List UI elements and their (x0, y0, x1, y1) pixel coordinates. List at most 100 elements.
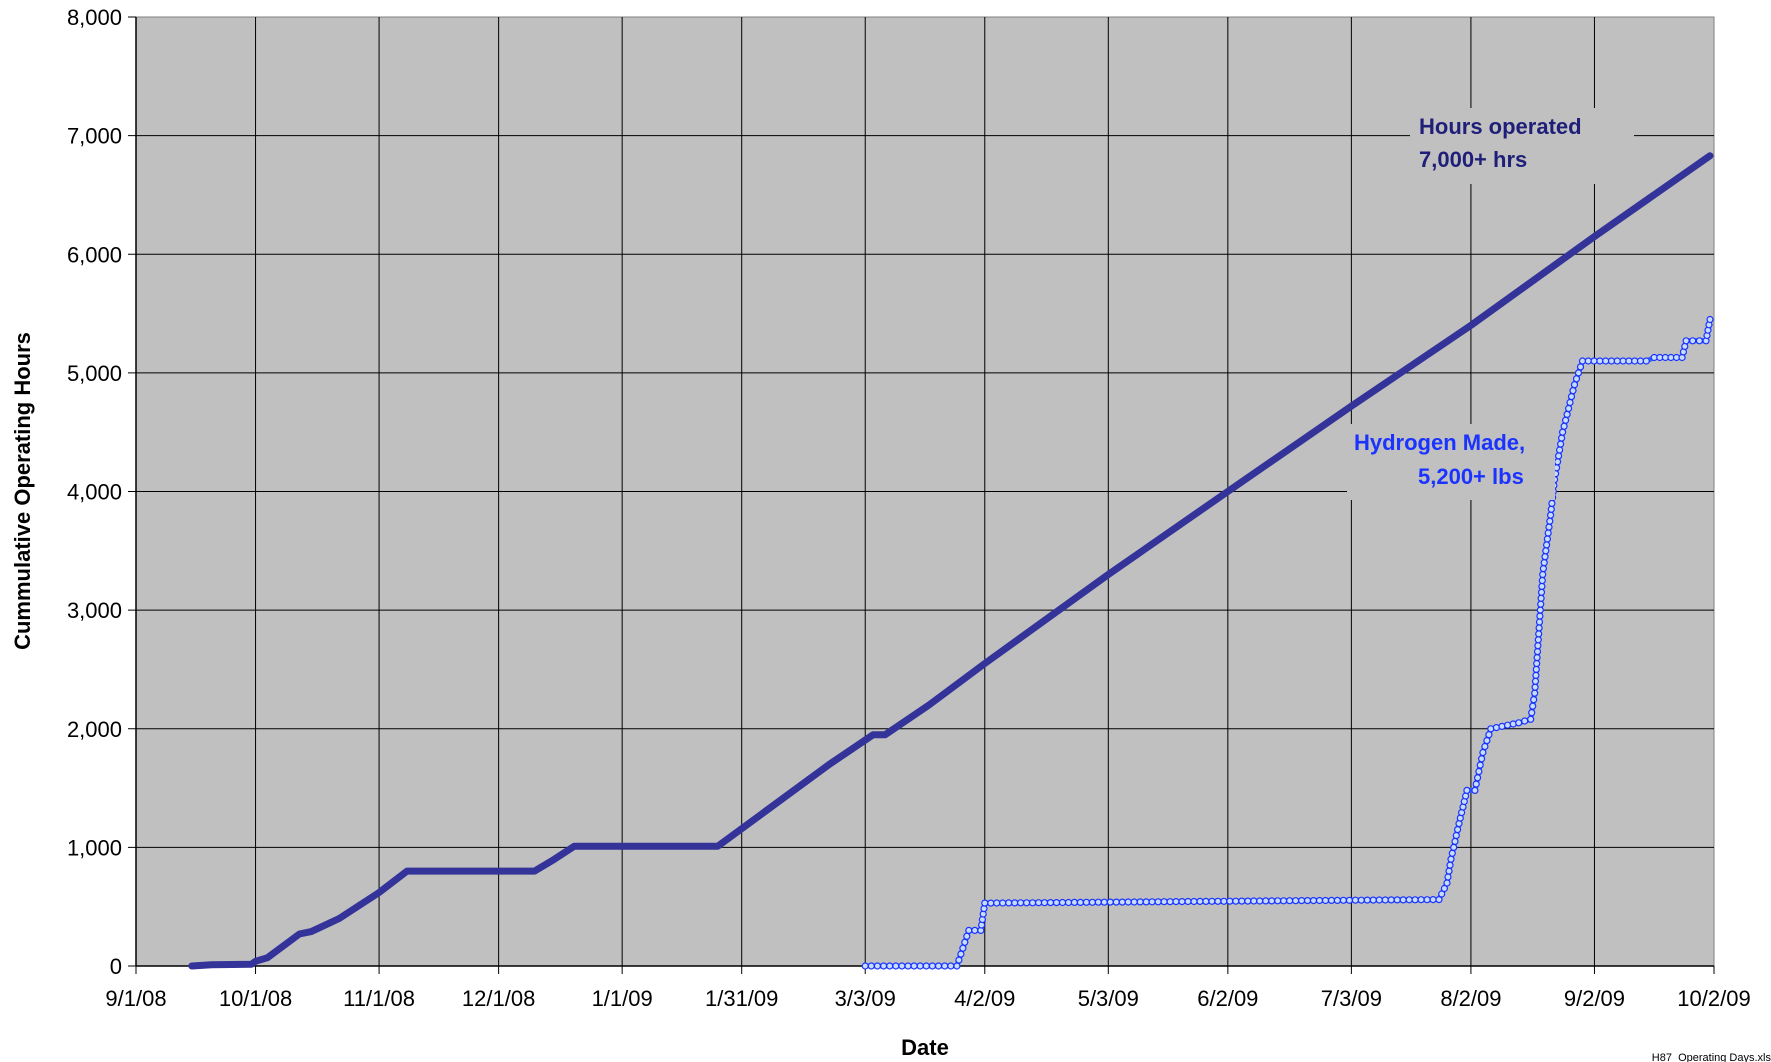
series-point (1256, 897, 1264, 905)
series-point (971, 926, 979, 935)
series-point (1381, 896, 1389, 904)
series-point (1555, 446, 1564, 454)
series-point (1541, 553, 1549, 561)
series-point (1112, 898, 1120, 906)
series-point (1399, 896, 1407, 904)
series-point (1537, 594, 1545, 602)
series-point (1531, 683, 1539, 691)
series-point (1535, 618, 1544, 626)
series-point (1309, 896, 1318, 905)
series-point (1339, 896, 1348, 904)
series-point (1569, 387, 1577, 395)
y-tick-label: 4,000 (67, 480, 122, 505)
series-point (1088, 898, 1097, 906)
series-point (1532, 671, 1540, 680)
series-point (959, 944, 967, 952)
x-tick-label: 12/1/08 (462, 986, 535, 1011)
series-markers-2 (861, 315, 1714, 970)
series-point (1450, 843, 1458, 852)
series-point (1274, 897, 1282, 905)
series-point (1453, 825, 1462, 834)
series-point (1435, 895, 1443, 904)
x-tick-label: 11/1/08 (343, 986, 415, 1011)
series-point (1446, 861, 1454, 869)
series-point (1475, 767, 1483, 776)
series-point (961, 938, 969, 946)
x-tick-label: 10/1/08 (219, 986, 292, 1011)
series-point (1547, 505, 1555, 513)
series-point (1106, 898, 1114, 906)
series-line-1 (188, 152, 1714, 970)
series-point (947, 962, 955, 970)
series-point (1357, 896, 1365, 904)
series-point (1515, 719, 1523, 727)
series-point (1485, 731, 1493, 739)
hours-annotation-line1: Hours operated (1419, 114, 1582, 139)
series-point (1642, 357, 1650, 365)
series-point (1535, 624, 1543, 632)
series-point (861, 962, 869, 970)
series-point (1429, 895, 1437, 904)
series-point (1375, 896, 1383, 904)
series-point (1556, 440, 1565, 448)
series-point (987, 899, 995, 907)
series-point (1411, 896, 1419, 904)
x-tick-label: 3/3/09 (835, 986, 896, 1011)
x-tick-label: 1/31/09 (705, 986, 778, 1011)
series-point (1285, 897, 1294, 905)
series-point (1542, 541, 1551, 549)
series-point (963, 932, 971, 940)
series-point (1226, 897, 1234, 905)
series-point (1572, 375, 1581, 383)
series-point (1584, 357, 1592, 365)
series-point (904, 962, 912, 970)
series-point (1527, 715, 1535, 723)
series-point (1546, 511, 1555, 519)
series-point (1534, 636, 1542, 644)
series-point (1070, 898, 1079, 907)
series-point (898, 962, 906, 970)
hours-annotation-box (1410, 108, 1634, 184)
series-point (1531, 677, 1540, 685)
series-point (1297, 896, 1306, 905)
x-tick-label: 10/2/09 (1677, 986, 1750, 1011)
series-point (955, 956, 963, 964)
series-point (993, 899, 1001, 907)
hydrogen-annotation-box (1347, 424, 1555, 500)
series-point (886, 962, 894, 970)
series-point (1046, 898, 1055, 907)
y-tick-label: 6,000 (67, 242, 122, 267)
series-point (1535, 630, 1543, 638)
series-point (1537, 600, 1545, 608)
series-point (1250, 897, 1258, 905)
y-tick-label: 0 (110, 954, 122, 979)
x-tick-label: 7/3/09 (1321, 986, 1382, 1011)
series-point (1082, 898, 1091, 906)
series-point (1533, 653, 1541, 662)
series-point (1471, 786, 1479, 795)
series-point (1040, 899, 1049, 907)
series-point (1451, 837, 1459, 846)
series-point (1327, 896, 1336, 905)
series-point (1530, 696, 1538, 704)
y-tick-label: 7,000 (67, 124, 122, 149)
series-point (1636, 357, 1645, 365)
series-point (1190, 897, 1198, 906)
series-point (1076, 898, 1085, 907)
series-point (1557, 434, 1566, 442)
series-point (1619, 357, 1627, 365)
series-point (1554, 452, 1563, 460)
series-point (922, 962, 930, 970)
series-point (1154, 898, 1162, 906)
y-tick-label: 8,000 (67, 5, 122, 30)
series-point (1625, 357, 1633, 365)
series-point (1503, 721, 1512, 729)
series-point (999, 899, 1007, 907)
series-point (1321, 896, 1330, 905)
footer-filename: H87_Operating Days.xls (1652, 1052, 1771, 1062)
series-point (1531, 689, 1539, 697)
series-point (1142, 898, 1150, 906)
series-point (1536, 612, 1544, 620)
series-point (1533, 659, 1541, 668)
series-point (1160, 898, 1168, 906)
